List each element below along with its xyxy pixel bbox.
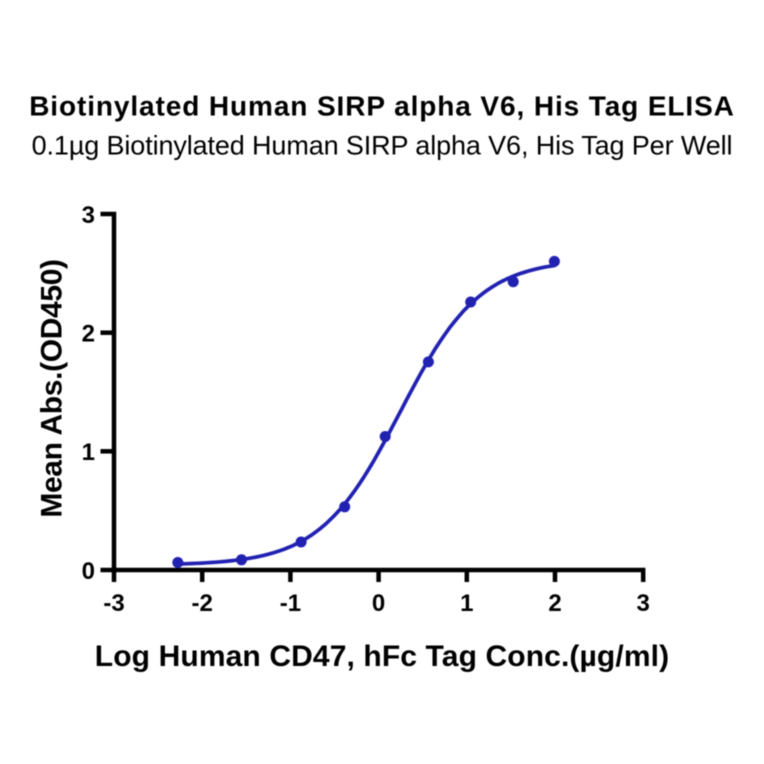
svg-text:-2: -2: [192, 590, 213, 617]
svg-text:1: 1: [82, 439, 95, 466]
svg-text:3: 3: [637, 590, 650, 617]
svg-text:-1: -1: [280, 590, 301, 617]
svg-text:1: 1: [460, 590, 473, 617]
svg-text:0: 0: [82, 558, 95, 585]
svg-text:3: 3: [82, 202, 95, 229]
svg-text:0.1µg Biotinylated Human SIRP: 0.1µg Biotinylated Human SIRP alpha V6, …: [32, 131, 733, 161]
svg-text:2: 2: [82, 321, 95, 348]
svg-text:Mean Abs.(OD450): Mean Abs.(OD450): [36, 259, 69, 517]
svg-text:0: 0: [372, 590, 385, 617]
svg-text:2: 2: [548, 590, 561, 617]
svg-text:Biotinylated Human SIRP alpha: Biotinylated Human SIRP alpha V6, His Ta…: [29, 90, 735, 121]
svg-text:Log Human CD47, hFc Tag Conc.(: Log Human CD47, hFc Tag Conc.(µg/ml): [95, 640, 669, 673]
svg-text:-3: -3: [103, 590, 124, 617]
